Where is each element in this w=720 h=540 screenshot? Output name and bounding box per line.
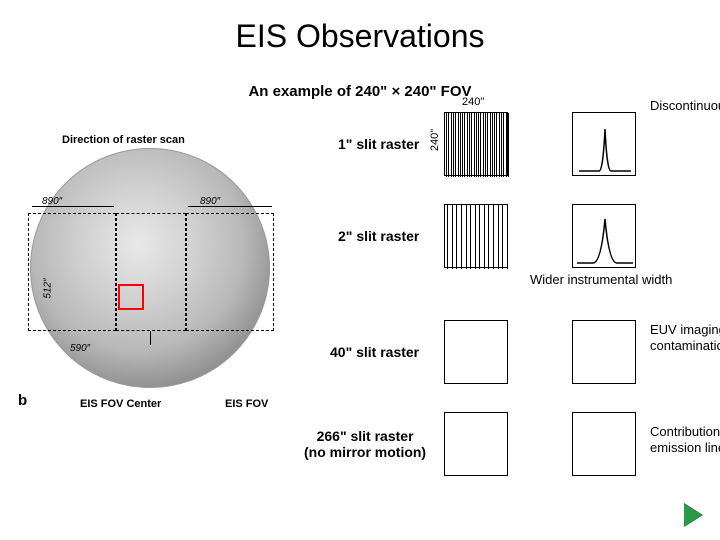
dim-890-left: 890″ [42, 196, 62, 207]
dim-512: 512″ [43, 278, 54, 298]
spectral-peak-icon [573, 205, 637, 269]
row-40-slit: 40" slit raster EUV imaging of less cont… [310, 308, 710, 394]
fov-box-center [116, 213, 186, 331]
row-note: EUV imaging of less contamination by oth… [650, 322, 720, 353]
fov-subtitle: An example of 240" × 240" FOV [0, 83, 720, 100]
fov-box-right [186, 213, 274, 331]
row-note: Contribution of other emission lines [650, 424, 720, 455]
raster-box-b [572, 320, 636, 384]
fov-highlight-box [118, 284, 144, 310]
raster-box-a [444, 204, 508, 268]
page-title: EIS Observations [0, 0, 720, 55]
next-slide-icon[interactable] [684, 504, 702, 526]
raster-box-b [572, 204, 636, 268]
dim-890-right: 890″ [200, 196, 220, 207]
raster-box-a [444, 320, 508, 384]
row-label: 40" slit raster [330, 344, 419, 360]
dim-590: 590″ [70, 343, 90, 354]
raster-box-a [444, 412, 508, 476]
raster-box-b [572, 112, 636, 176]
dim-240-v: 240" [429, 129, 441, 151]
fov-center-label: EIS FOV Center [80, 398, 161, 410]
solar-fov-diagram: Direction of raster scan 890″ 890″ 512″ … [10, 128, 300, 418]
row-label: 2" slit raster [338, 228, 419, 244]
row-note: Discontinuous raster [650, 98, 720, 114]
raster-rows: 240" 240" 1" slit raster Discontinuous r… [310, 100, 710, 492]
row-label: 1" slit raster [338, 136, 419, 152]
fov-center-tick [150, 331, 151, 345]
raster-box-b [572, 412, 636, 476]
fov-label: EIS FOV [225, 398, 268, 410]
spectral-peak-icon [573, 113, 637, 177]
fov-box-left [28, 213, 116, 331]
row-2-slit: 2" slit raster Wider instrumental width [310, 192, 710, 278]
row-label: 266" slit raster (no mirror motion) [304, 428, 426, 460]
slit-lines [445, 113, 509, 177]
scan-direction-label: Direction of raster scan [62, 134, 185, 146]
panel-b-label: b [18, 392, 27, 409]
row-266-slit: 266" slit raster (no mirror motion) Cont… [310, 400, 710, 486]
raster-box-a [444, 112, 508, 176]
row-1-slit: 240" 240" 1" slit raster Discontinuous r… [310, 100, 710, 186]
dim-240-h: 240" [462, 96, 484, 108]
slit-lines [445, 205, 509, 269]
row-note: Wider instrumental width [530, 272, 720, 288]
